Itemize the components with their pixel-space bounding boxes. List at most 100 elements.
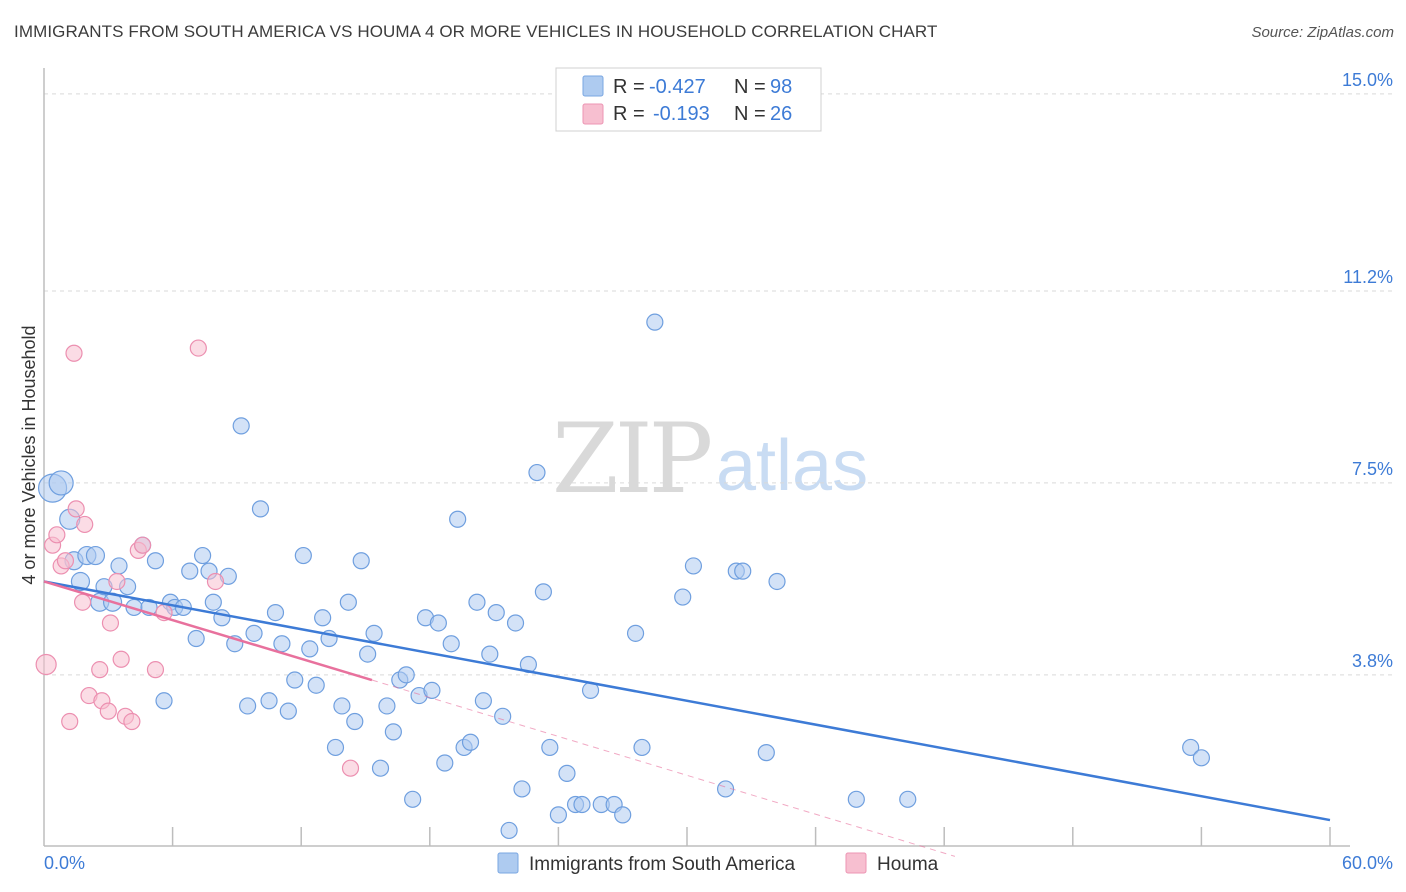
point-south-america <box>626 624 645 642</box>
point-south-america <box>48 470 74 496</box>
trend-line-south-america <box>43 580 1331 822</box>
point-south-america <box>429 614 447 632</box>
point-south-america <box>1182 738 1200 757</box>
point-houma <box>56 552 75 570</box>
point-houma <box>123 712 141 731</box>
point-houma <box>99 702 117 720</box>
point-houma <box>101 614 120 632</box>
point-south-america <box>573 795 591 814</box>
x-tick-label-max: 60.0% <box>1342 853 1393 873</box>
bottom-legend-swatch-blue <box>497 852 519 874</box>
legend-n-value-2: 26 <box>770 103 792 125</box>
y-tick-label: 3.8% <box>1352 651 1393 671</box>
point-south-america <box>365 624 383 642</box>
point-south-america <box>549 806 568 824</box>
point-south-america <box>384 723 402 741</box>
legend-n-value-1: 98 <box>770 76 792 98</box>
point-south-america <box>371 759 390 777</box>
legend-r-value-2: -0.193 <box>653 103 710 125</box>
point-south-america <box>326 738 345 757</box>
point-south-america <box>684 557 703 575</box>
point-south-america <box>768 572 786 591</box>
point-houma <box>341 759 360 777</box>
point-south-america <box>251 500 270 518</box>
point-south-america <box>187 629 205 648</box>
bottom-legend-swatch-pink <box>845 852 867 874</box>
legend-n-label-2: N = <box>734 103 766 125</box>
y-tick-label: 11.2% <box>1343 267 1393 287</box>
point-south-america <box>734 562 752 580</box>
point-south-america <box>155 692 173 710</box>
data-points <box>35 313 1211 840</box>
point-south-america <box>307 676 325 694</box>
point-south-america <box>239 697 257 715</box>
y-tick-label: 15.0% <box>1342 70 1393 90</box>
point-south-america <box>279 702 297 720</box>
x-tick-label-min: 0.0% <box>44 853 85 873</box>
point-south-america <box>1192 749 1211 767</box>
point-south-america <box>286 671 304 689</box>
legend-n-label-1: N = <box>734 76 766 98</box>
legend-swatch-pink <box>582 103 604 125</box>
point-south-america <box>266 603 285 622</box>
chart-title: IMMIGRANTS FROM SOUTH AMERICA VS HOUMA 4… <box>14 22 938 41</box>
source-credit: Source: ZipAtlas.com <box>1251 24 1394 41</box>
point-south-america <box>757 744 775 762</box>
point-houma <box>61 712 79 731</box>
point-houma <box>206 572 225 591</box>
legend-r-label-1: R = <box>613 76 645 98</box>
point-south-america <box>899 790 917 808</box>
point-south-america <box>423 681 441 700</box>
point-south-america <box>558 764 576 782</box>
point-south-america <box>468 593 486 611</box>
legend-r-label-2: R = <box>613 103 645 125</box>
point-south-america <box>352 552 370 570</box>
point-south-america <box>674 588 692 606</box>
point-houma <box>133 536 152 554</box>
point-south-america <box>260 692 278 710</box>
point-south-america <box>314 609 332 627</box>
point-south-america <box>487 603 505 622</box>
point-south-america <box>339 593 357 611</box>
legend-swatch-blue <box>582 75 604 97</box>
point-houma <box>189 339 207 357</box>
point-houma <box>67 500 85 518</box>
point-south-america <box>474 692 492 710</box>
watermark-atlas: atlas <box>716 426 868 506</box>
point-south-america <box>404 790 422 808</box>
point-south-america <box>442 635 460 653</box>
point-houma <box>48 526 66 544</box>
bottom-legend-label-blue: Immigrants from South America <box>529 854 796 875</box>
point-south-america <box>614 806 632 824</box>
point-south-america <box>436 754 454 772</box>
point-south-america <box>847 790 865 808</box>
point-south-america <box>85 545 106 566</box>
legend-box: R = -0.427 N = 98 R = -0.193 N = 26 <box>555 67 822 132</box>
point-south-america <box>449 510 467 528</box>
trend-line-houma-extension <box>371 679 956 857</box>
point-houma <box>108 572 126 591</box>
point-houma <box>73 593 92 611</box>
point-south-america <box>333 697 351 715</box>
point-south-america <box>346 712 364 731</box>
point-south-america <box>397 666 415 684</box>
point-houma <box>76 515 94 534</box>
point-south-america <box>181 562 199 580</box>
point-south-america <box>500 821 518 840</box>
watermark-zip: ZIP <box>552 403 711 515</box>
point-houma <box>35 653 57 676</box>
point-houma <box>65 344 83 362</box>
trend-line-houma <box>43 580 373 682</box>
point-south-america <box>110 557 128 575</box>
watermark: ZIP atlas <box>552 403 868 515</box>
point-south-america <box>294 546 312 565</box>
bottom-legend-label-pink: Houma <box>877 854 939 875</box>
point-south-america <box>70 571 91 592</box>
point-houma <box>91 661 109 679</box>
point-south-america <box>194 546 212 565</box>
point-houma <box>112 650 130 668</box>
legend-r-value-1: -0.427 <box>649 76 706 98</box>
point-south-america <box>146 552 165 570</box>
point-south-america <box>359 645 377 663</box>
